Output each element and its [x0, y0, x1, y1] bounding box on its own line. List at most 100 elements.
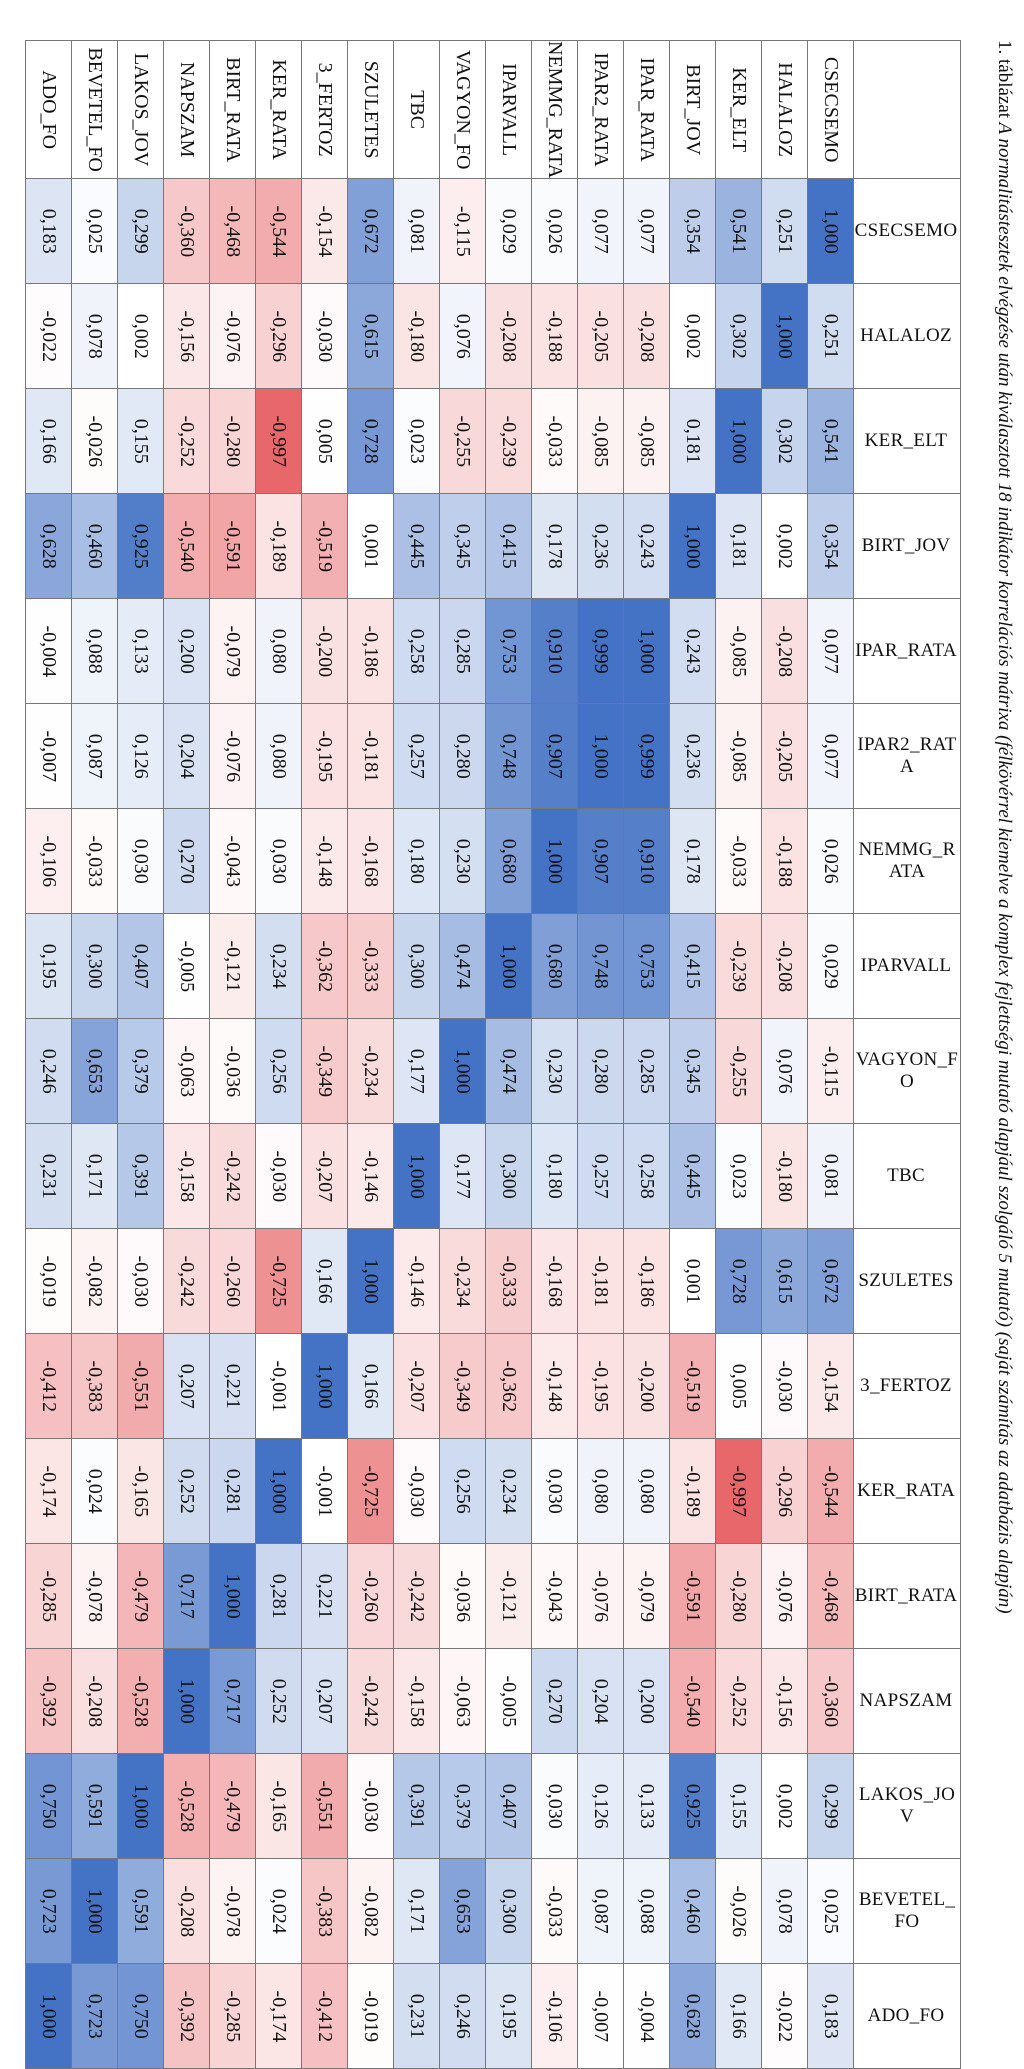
column-header: KER_ELT	[853, 388, 961, 494]
row-header: HALALOZ	[761, 40, 808, 179]
correlation-cell: -0,078	[71, 1543, 118, 1649]
correlation-cell: 0,415	[669, 913, 716, 1019]
correlation-cell: 0,541	[807, 388, 854, 494]
correlation-cell: -0,115	[807, 1018, 854, 1124]
correlation-cell: -0,188	[531, 283, 578, 389]
correlation-cell: -0,205	[761, 703, 808, 809]
header-row: CSECSEMO HALALOZ KER_ELT BIRT_JOV IPAR_RATA I…	[853, 40, 961, 2069]
row-header: CSECSEMO	[807, 40, 854, 179]
correlation-cell: 0,088	[623, 1858, 670, 1964]
column-header: HALALOZ	[853, 283, 961, 389]
correlation-cell: -0,591	[669, 1543, 716, 1649]
table-row: BIRT_JOV 0,354 0,002 0,181 1,000 0,243 0,236 0,…	[669, 40, 716, 2069]
correlation-cell: -0,333	[485, 1228, 532, 1334]
column-header-label: BIRT_RATA	[855, 1585, 958, 1607]
correlation-cell: 1,000	[485, 913, 532, 1019]
correlation-cell: 0,345	[669, 1018, 716, 1124]
column-header: BIRT_RATA	[853, 1543, 961, 1649]
row-header: SZULETES	[347, 40, 394, 179]
correlation-cell: -0,280	[209, 388, 256, 494]
correlation-cell: -0,208	[761, 913, 808, 1019]
correlation-cell: 0,999	[577, 598, 624, 704]
caption-label: 1. táblázat	[994, 40, 1015, 119]
correlation-cell: 0,231	[393, 1963, 440, 2069]
correlation-cell: 0,166	[25, 388, 72, 494]
correlation-cell: 0,077	[807, 598, 854, 704]
correlation-cell: 1,000	[807, 178, 854, 284]
correlation-cell: 0,243	[623, 493, 670, 599]
row-header: ADO_FO	[25, 40, 72, 179]
correlation-cell: 1,000	[117, 1753, 164, 1859]
correlation-cell: 0,207	[301, 1648, 348, 1754]
correlation-cell: -0,189	[255, 493, 302, 599]
correlation-cell: -0,063	[163, 1018, 210, 1124]
correlation-cell: 0,166	[715, 1963, 762, 2069]
correlation-cell: 0,002	[117, 283, 164, 389]
row-header: TBC	[393, 40, 440, 179]
correlation-cell: -0,146	[347, 1123, 394, 1229]
correlation-cell: -0,285	[209, 1963, 256, 2069]
correlation-cell: -0,078	[209, 1858, 256, 1964]
correlation-cell: -0,362	[485, 1333, 532, 1439]
correlation-cell: 0,236	[577, 493, 624, 599]
correlation-cell: 1,000	[393, 1123, 440, 1229]
correlation-cell: -0,383	[71, 1333, 118, 1439]
correlation-cell: -0,591	[209, 493, 256, 599]
correlation-cell: -0,004	[623, 1963, 670, 2069]
correlation-cell: -0,026	[715, 1858, 762, 1964]
correlation-cell: -0,121	[485, 1543, 532, 1649]
correlation-cell: -0,519	[669, 1333, 716, 1439]
correlation-cell: -0,540	[163, 493, 210, 599]
correlation-cell: 0,252	[255, 1648, 302, 1754]
correlation-cell: 0,166	[347, 1333, 394, 1439]
correlation-cell: -0,154	[301, 178, 348, 284]
correlation-cell: -0,154	[807, 1333, 854, 1439]
correlation-cell: 0,474	[485, 1018, 532, 1124]
correlation-cell: 0,460	[669, 1858, 716, 1964]
correlation-cell: 1,000	[25, 1963, 72, 2069]
correlation-cell: 0,234	[485, 1438, 532, 1544]
correlation-cell: -0,285	[25, 1543, 72, 1649]
correlation-cell: 0,728	[715, 1228, 762, 1334]
correlation-cell: -0,360	[807, 1648, 854, 1754]
correlation-cell: 0,080	[255, 598, 302, 704]
correlation-cell: -0,005	[485, 1648, 532, 1754]
row-header: VAGYON_FO	[439, 40, 486, 179]
correlation-cell: -0,001	[255, 1333, 302, 1439]
correlation-cell: -0,392	[25, 1648, 72, 1754]
correlation-cell: 1,000	[439, 1018, 486, 1124]
correlation-cell: 0,391	[117, 1123, 164, 1229]
correlation-cell: -0,242	[209, 1123, 256, 1229]
correlation-cell: -0,148	[301, 808, 348, 914]
correlation-cell: -0,479	[209, 1753, 256, 1859]
correlation-cell: 0,180	[393, 808, 440, 914]
correlation-cell: -0,333	[347, 913, 394, 1019]
correlation-cell: -0,076	[209, 283, 256, 389]
table-row: IPAR_RATA 0,077 -0,208 -0,085 0,243 1,000 0,99…	[623, 40, 670, 2069]
correlation-cell: -0,085	[577, 388, 624, 494]
correlation-cell: 0,748	[485, 703, 532, 809]
correlation-cell: -0,360	[163, 178, 210, 284]
correlation-cell: 0,252	[163, 1438, 210, 1544]
correlation-cell: -0,208	[761, 598, 808, 704]
correlation-cell: 0,002	[669, 283, 716, 389]
correlation-cell: 0,672	[347, 178, 394, 284]
correlation-cell: 1,000	[623, 598, 670, 704]
correlation-cell: -0,181	[347, 703, 394, 809]
correlation-cell: 0,907	[577, 808, 624, 914]
correlation-cell: 1,000	[255, 1438, 302, 1544]
correlation-cell: 0,030	[255, 808, 302, 914]
table-row: LAKOS_JOV 0,299 0,002 0,155 0,925 0,133 0,126 0…	[117, 40, 164, 2069]
correlation-cell: 1,000	[301, 1333, 348, 1439]
correlation-cell: 0,256	[439, 1438, 486, 1544]
rotated-page: 1. táblázat A normalitástesztek elvégzés…	[25, 40, 1015, 2069]
correlation-cell: 0,680	[485, 808, 532, 914]
correlation-cell: -0,165	[117, 1438, 164, 1544]
table-row: IPAR2_RATA 0,077 -0,205 -0,085 0,236 0,999 1,0…	[577, 40, 624, 2069]
correlation-cell: 0,081	[393, 178, 440, 284]
correlation-cell: -0,181	[577, 1228, 624, 1334]
correlation-cell: 0,723	[71, 1963, 118, 2069]
table-row: BEVETEL_FO 0,025 0,078 -0,026 0,460 0,088 0,08…	[71, 40, 118, 2069]
correlation-cell: 0,002	[761, 493, 808, 599]
column-header-label: IPAR_RATA	[855, 640, 958, 662]
